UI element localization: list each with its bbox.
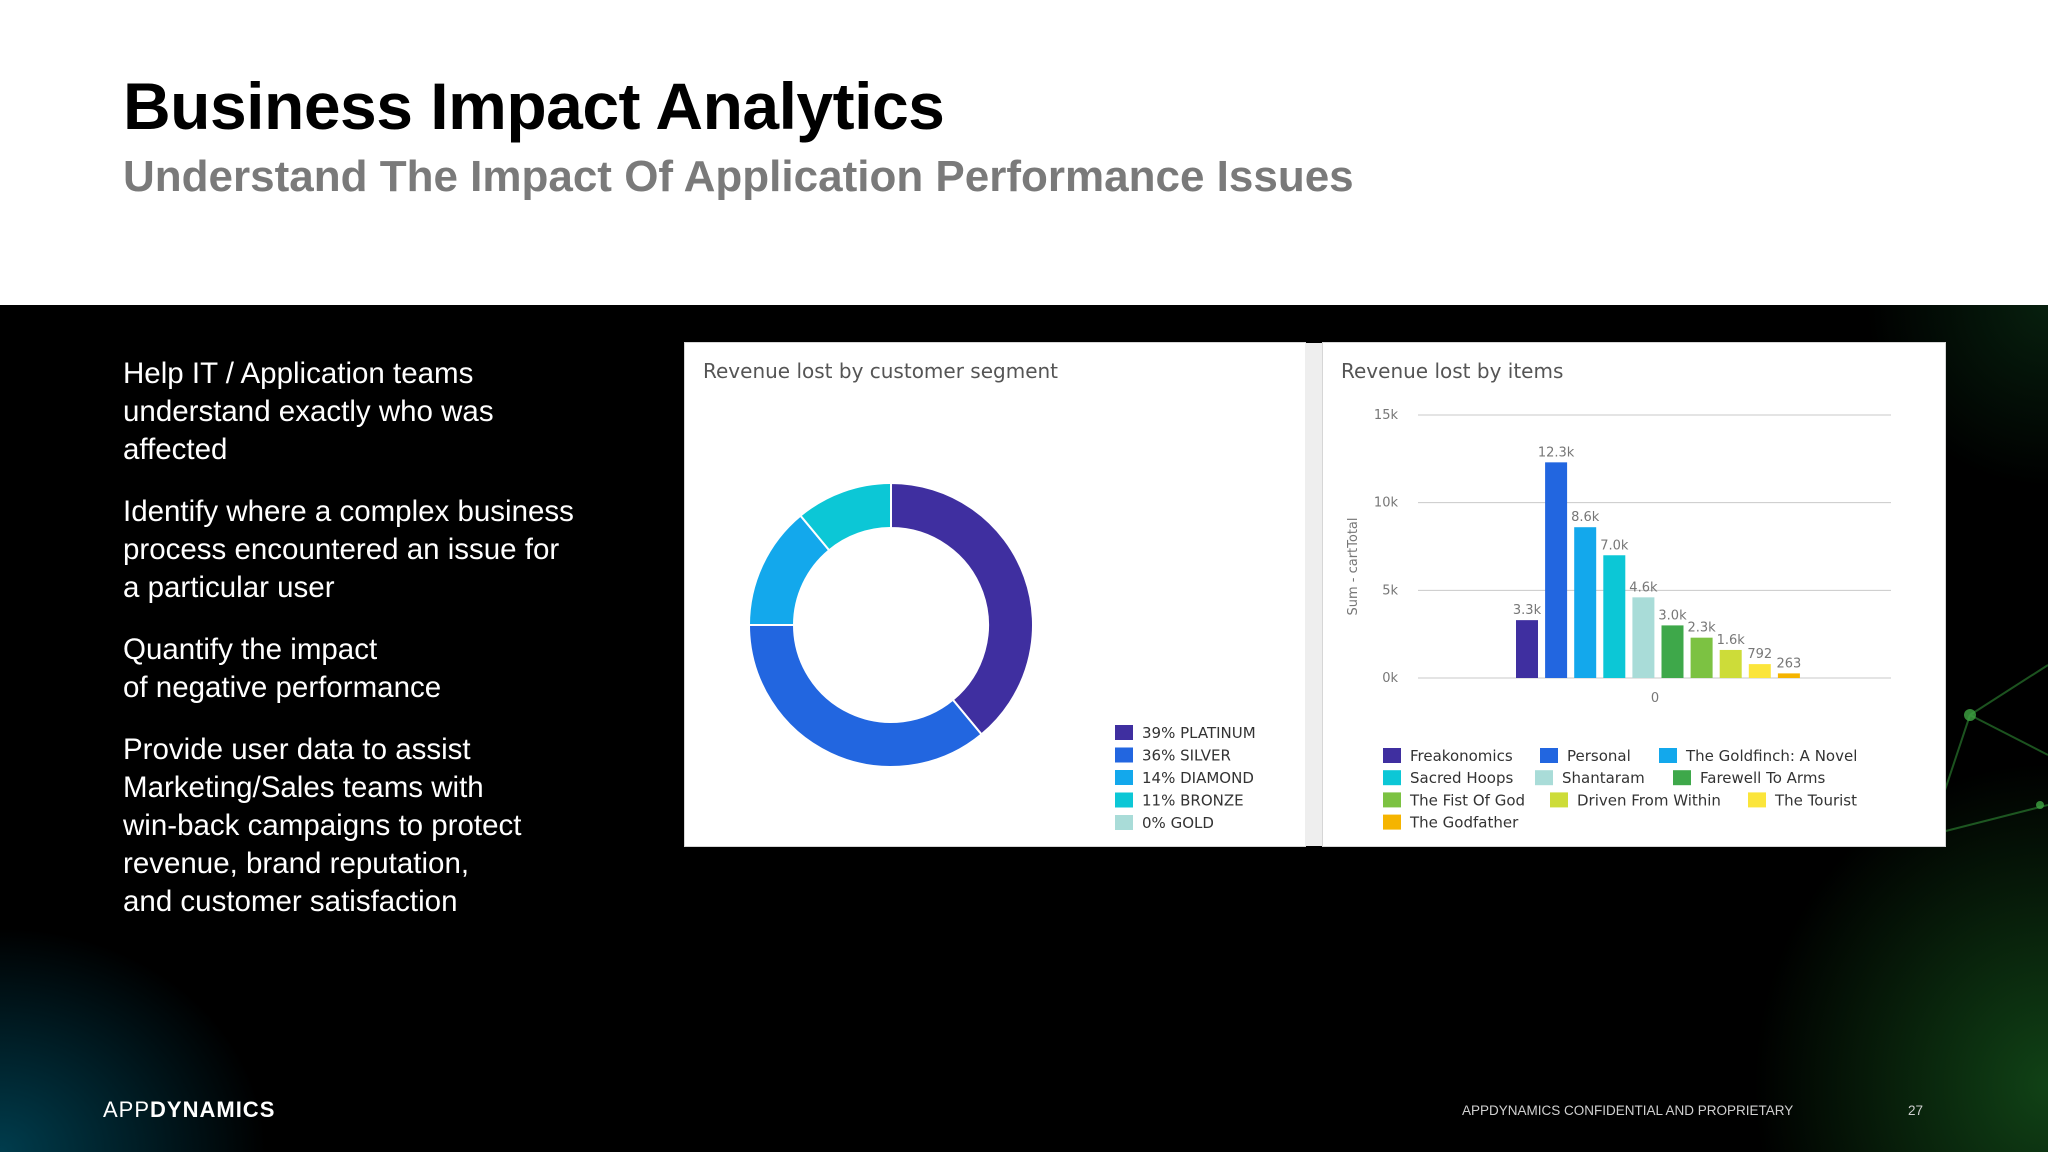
slide-header: Business Impact Analytics Understand The… — [0, 0, 2048, 305]
legend-swatch — [1383, 748, 1401, 763]
content-area: Help IT / Application teams understand e… — [0, 305, 2048, 1152]
slide-subtitle: Understand The Impact Of Application Per… — [123, 152, 1354, 201]
bar-value-label: 2.3k — [1687, 621, 1716, 636]
legend-label: The Goldfinch: A Novel — [1685, 747, 1857, 765]
y-tick-label: 15k — [1374, 408, 1399, 423]
bar-5 — [1632, 597, 1655, 678]
slide-title: Business Impact Analytics — [123, 69, 945, 143]
bar-value-label: 792 — [1747, 647, 1772, 662]
items-chart-panel: 0k 5k 10k 15k Sum - cartTotal 3.3k 12.3k 8.6k 7.… — [1323, 343, 1945, 846]
items-chart-title: Revenue lost by items — [1341, 359, 1564, 383]
legend-swatch — [1535, 770, 1553, 786]
bar-value-label: 3.3k — [1513, 603, 1542, 618]
legend-label: 0% GOLD — [1142, 814, 1214, 832]
bar-7 — [1690, 637, 1713, 678]
x-tick-label: 0 — [1651, 691, 1659, 706]
bar-8 — [1719, 649, 1742, 678]
legend-label: 36% SILVER — [1142, 747, 1231, 765]
bar-4 — [1603, 555, 1626, 678]
legend-label: 11% BRONZE — [1142, 792, 1244, 810]
donut-slice-2 — [747, 624, 983, 768]
segment-chart-title: Revenue lost by customer segment — [703, 359, 1059, 383]
bar-value-label: 7.0k — [1600, 538, 1629, 553]
bullet-item: Identify where a complex business proces… — [123, 495, 574, 604]
donut-slice-4 — [799, 481, 892, 552]
footer-confidential: APPDYNAMICS CONFIDENTIAL AND PROPRIETARY — [1462, 1103, 1794, 1118]
bar-6 — [1661, 625, 1684, 678]
logo-text-bold: DYNAMICS — [150, 1097, 276, 1122]
bar-value-label: 12.3k — [1538, 445, 1575, 460]
legend-label: The Godfather — [1409, 814, 1519, 832]
logo-text-light: APP — [103, 1097, 151, 1122]
segment-chart-panel: 39% PLATINUM 36% SILVER 14% DIAMOND 11% BRO… — [685, 343, 1305, 846]
legend-label: The Fist Of God — [1409, 791, 1525, 809]
legend-label: Personal — [1567, 747, 1631, 765]
legend-swatch — [1115, 815, 1133, 830]
legend-label: Driven From Within — [1577, 791, 1721, 809]
bar-3 — [1574, 527, 1597, 678]
bar-value-label: 8.6k — [1571, 510, 1600, 525]
y-tick-label: 5k — [1382, 583, 1398, 598]
bullet-list: Help IT / Application teams understand e… — [123, 355, 643, 945]
bar-2 — [1545, 462, 1568, 678]
legend-swatch — [1383, 770, 1401, 786]
legend-label: The Tourist — [1774, 791, 1857, 809]
legend-swatch — [1115, 725, 1133, 740]
y-tick-label: 0k — [1382, 671, 1398, 686]
legend-swatch — [1383, 814, 1401, 830]
legend-swatch — [1383, 792, 1401, 808]
panel-divider — [1305, 343, 1323, 846]
legend-label: 39% PLATINUM — [1142, 724, 1256, 742]
bullet-item: Help IT / Application teams understand e… — [123, 357, 494, 466]
bar-10 — [1777, 673, 1800, 678]
donut-slice-1 — [890, 481, 1034, 736]
bar-value-label: 1.6k — [1717, 633, 1746, 648]
legend-swatch — [1550, 792, 1568, 808]
bar-value-label: 4.6k — [1629, 580, 1658, 595]
bar-1 — [1516, 620, 1538, 678]
y-axis-label: Sum - cartTotal — [1346, 517, 1361, 615]
y-tick-label: 10k — [1374, 496, 1399, 511]
appdynamics-logo: APPDYNAMICS — [103, 1097, 275, 1123]
legend-label: Farewell To Arms — [1700, 769, 1825, 787]
bar-value-label: 3.0k — [1658, 608, 1687, 623]
legend-label: Sacred Hoops — [1410, 769, 1513, 787]
legend-swatch — [1115, 747, 1133, 763]
legend-swatch — [1748, 792, 1766, 808]
legend-label: Freakonomics — [1410, 747, 1513, 765]
donut-chart: 39% PLATINUM 36% SILVER 14% DIAMOND 11% BRO… — [747, 481, 1256, 832]
bullet-item: Provide user data to assist Marketing/Sa… — [123, 733, 522, 918]
bar-value-label: 263 — [1776, 656, 1801, 671]
legend-swatch — [1673, 770, 1691, 786]
legend-swatch — [1659, 748, 1677, 763]
legend-label: 14% DIAMOND — [1142, 769, 1254, 787]
page-number: 27 — [1908, 1103, 1924, 1118]
legend-label: Shantaram — [1562, 769, 1645, 787]
bullet-item: Quantify the impact of negative performa… — [123, 633, 442, 704]
bar-chart: 0k 5k 10k 15k Sum - cartTotal 3.3k 12.3k 8.6k7.… — [1346, 408, 1891, 832]
legend-swatch — [1115, 792, 1133, 808]
legend-swatch — [1115, 770, 1133, 785]
bar-9 — [1748, 664, 1771, 678]
legend-swatch — [1540, 748, 1558, 763]
